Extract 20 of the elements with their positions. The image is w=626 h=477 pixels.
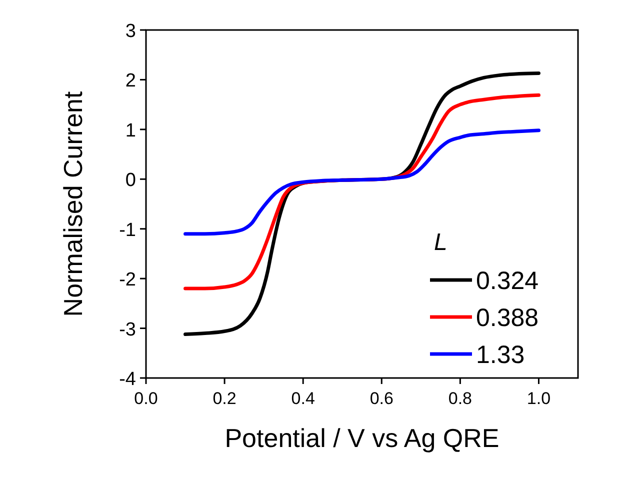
- x-tick-label: 0.8: [448, 389, 472, 408]
- y-tick-label: 0: [125, 170, 136, 192]
- legend-label: 0.388: [476, 304, 539, 332]
- legend-label: 0.324: [476, 267, 539, 295]
- x-tick-label: 0.2: [212, 389, 236, 408]
- y-tick-label: 2: [125, 70, 136, 92]
- legend-title: L: [434, 229, 448, 256]
- x-tick-label: 0.6: [370, 389, 394, 408]
- x-axis-title: Potential / V vs Ag QRE: [224, 423, 500, 453]
- y-tick-label: 3: [125, 21, 136, 42]
- x-tick-label: 1.0: [526, 389, 551, 408]
- y-axis-title: Normalised Current: [58, 90, 88, 317]
- y-tick-label: 1: [125, 120, 136, 142]
- y-tick-label: -2: [119, 270, 136, 291]
- legend-label: 1.33: [476, 341, 525, 369]
- y-tick-label: -1: [119, 220, 136, 241]
- x-tick-label: 0.0: [134, 389, 158, 408]
- y-tick-label: -3: [119, 319, 136, 340]
- x-tick-label: 0.4: [291, 389, 315, 408]
- y-tick-label: -4: [119, 369, 136, 390]
